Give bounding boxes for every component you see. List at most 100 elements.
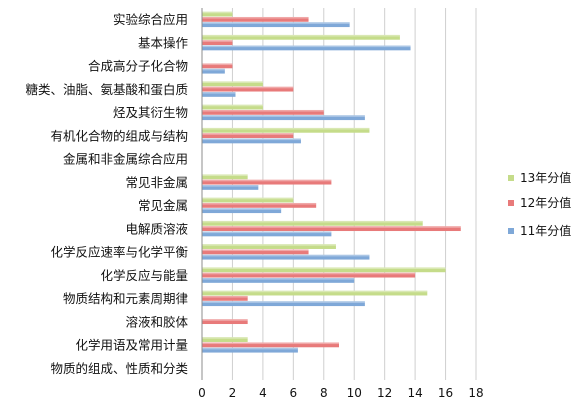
legend-swatch (508, 175, 514, 181)
x-tick-label: 10 (347, 386, 362, 400)
bar-shine-2-11 (202, 278, 355, 280)
bar-shine-0-1 (202, 34, 400, 37)
bar-shine-0-4 (202, 104, 263, 107)
bar-shine-0-12 (202, 290, 428, 293)
bar-1-1 (202, 40, 233, 46)
bar-2-2 (202, 68, 225, 74)
bar-1-0 (202, 16, 309, 22)
category-label: 物质结构和元素周期律 (63, 291, 188, 306)
bar-shine-2-14 (202, 347, 298, 350)
bar-shine-1-10 (202, 249, 309, 252)
bar-2-5 (202, 138, 301, 144)
bar-1-8 (202, 202, 317, 208)
bar-2-4 (202, 115, 365, 121)
legend: 13年分值 12年分值 11年分值 (508, 170, 571, 238)
legend-label: 12年分值 (520, 195, 571, 210)
bar-shine-2-10 (202, 254, 370, 257)
bar-shine-0-9 (202, 220, 423, 223)
x-tick-label: 16 (438, 386, 453, 400)
bar-0-9 (202, 220, 423, 226)
category-label: 有机化合物的组成与结构 (50, 128, 188, 143)
bar-1-12 (202, 295, 248, 301)
bar-shine-1-7 (202, 179, 332, 182)
bar-shine-0-10 (202, 244, 336, 246)
bar-0-12 (202, 290, 428, 296)
category-label: 合成高分子化合物 (88, 59, 188, 74)
bar-shine-1-1 (202, 40, 233, 42)
bar-0-14 (202, 337, 248, 342)
gridlines (231, 8, 477, 380)
bar-shine-2-0 (202, 22, 350, 24)
bar-shine-1-11 (202, 272, 416, 275)
bar-2-11 (202, 278, 355, 283)
bars (202, 11, 461, 353)
bar-shine-1-9 (202, 226, 461, 228)
bar-shine-1-14 (202, 342, 339, 345)
bar-2-8 (202, 208, 282, 214)
category-label: 常见非金属 (125, 175, 188, 190)
bar-shine-1-13 (202, 319, 248, 321)
bar-2-9 (202, 231, 332, 237)
category-label: 实验综合应用 (113, 12, 188, 27)
bar-shine-2-12 (202, 301, 365, 303)
bar-2-10 (202, 254, 370, 260)
bar-shine-0-8 (202, 197, 294, 200)
legend-label: 13年分值 (520, 170, 571, 185)
bar-shine-0-7 (202, 174, 248, 177)
bar-shine-0-14 (202, 337, 248, 339)
category-labels: 实验综合应用基本操作合成高分子化合物糖类、油脂、氨基酸和蛋白质烃及其衍生物有机化… (25, 12, 188, 376)
bar-shine-2-8 (202, 208, 282, 210)
bar-1-3 (202, 86, 294, 92)
x-tick-label: 0 (198, 386, 206, 400)
bar-0-0 (202, 11, 233, 17)
bar-shine-1-0 (202, 16, 309, 19)
bar-0-8 (202, 197, 294, 203)
bar-shine-1-5 (202, 133, 294, 135)
bar-shine-2-7 (202, 185, 259, 187)
x-tick-label: 12 (377, 386, 392, 400)
bar-1-4 (202, 109, 324, 115)
bar-shine-0-3 (202, 81, 263, 84)
bar-0-7 (202, 174, 248, 180)
x-tick-labels: 0 2 4 6 8 10 12 14 16 18 (198, 386, 483, 400)
category-label: 糖类、油脂、氨基酸和蛋白质 (25, 82, 188, 97)
bar-shine-2-2 (202, 68, 225, 71)
bar-shine-2-4 (202, 115, 365, 117)
bar-shine-0-0 (202, 11, 233, 14)
bar-0-3 (202, 81, 263, 87)
bar-shine-1-4 (202, 109, 324, 112)
bar-shine-1-3 (202, 86, 294, 89)
category-label: 物质的组成、性质和分类 (50, 361, 188, 376)
bar-1-13 (202, 319, 248, 325)
legend-swatch (508, 228, 514, 234)
bar-shine-1-2 (202, 63, 233, 66)
bar-2-1 (202, 45, 411, 51)
bar-shine-2-5 (202, 138, 301, 141)
bar-2-14 (202, 347, 298, 353)
bar-2-12 (202, 301, 365, 307)
bar-shine-2-1 (202, 45, 411, 48)
bar-0-1 (202, 34, 400, 40)
bar-0-4 (202, 104, 263, 110)
legend-label: 11年分值 (520, 223, 571, 238)
category-label: 金属和非金属综合应用 (63, 152, 188, 167)
bar-shine-2-3 (202, 92, 236, 94)
bar-1-5 (202, 133, 294, 139)
bar-2-3 (202, 92, 236, 97)
category-label: 化学反应速率与化学平衡 (50, 245, 188, 260)
x-tick-label: 14 (407, 386, 422, 400)
legend-swatch (508, 200, 514, 206)
bar-0-10 (202, 244, 336, 249)
x-tick-label: 18 (468, 386, 483, 400)
category-label: 化学用语及常用计量 (75, 338, 188, 353)
category-label: 电解质溶液 (125, 221, 188, 236)
bar-shine-1-12 (202, 295, 248, 298)
bar-1-9 (202, 226, 461, 232)
bar-1-2 (202, 63, 233, 69)
bar-1-14 (202, 342, 339, 348)
bar-0-5 (202, 127, 370, 133)
category-label: 化学反应与能量 (100, 268, 188, 283)
category-label: 烃及其衍生物 (113, 105, 188, 120)
bar-0-11 (202, 267, 446, 273)
